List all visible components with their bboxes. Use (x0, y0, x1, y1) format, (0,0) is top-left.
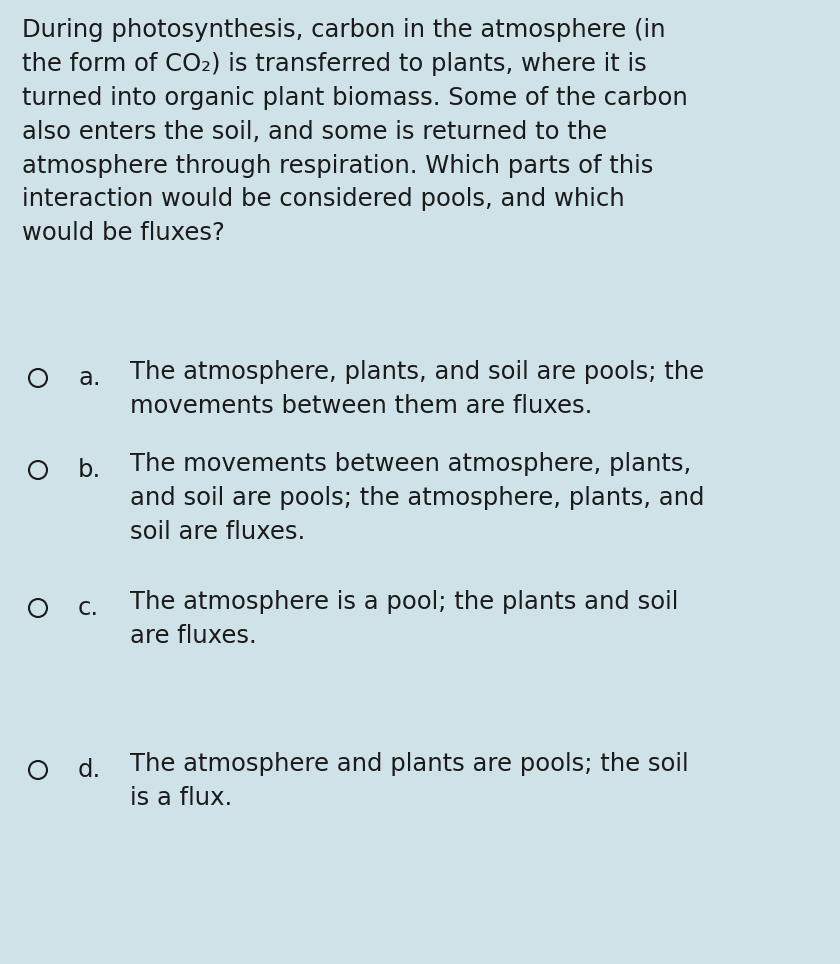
Text: The atmosphere, plants, and soil are pools; the
movements between them are fluxe: The atmosphere, plants, and soil are poo… (130, 360, 704, 417)
Text: c.: c. (78, 596, 99, 620)
Text: The movements between atmosphere, plants,
and soil are pools; the atmosphere, pl: The movements between atmosphere, plants… (130, 452, 705, 544)
Text: a.: a. (78, 366, 101, 390)
Text: The atmosphere and plants are pools; the soil
is a flux.: The atmosphere and plants are pools; the… (130, 752, 689, 810)
Text: During photosynthesis, carbon in the atmosphere (in
the form of CO₂) is transfer: During photosynthesis, carbon in the atm… (22, 18, 688, 245)
Text: b.: b. (78, 458, 102, 482)
Text: The atmosphere is a pool; the plants and soil
are fluxes.: The atmosphere is a pool; the plants and… (130, 590, 679, 648)
Text: d.: d. (78, 758, 102, 782)
